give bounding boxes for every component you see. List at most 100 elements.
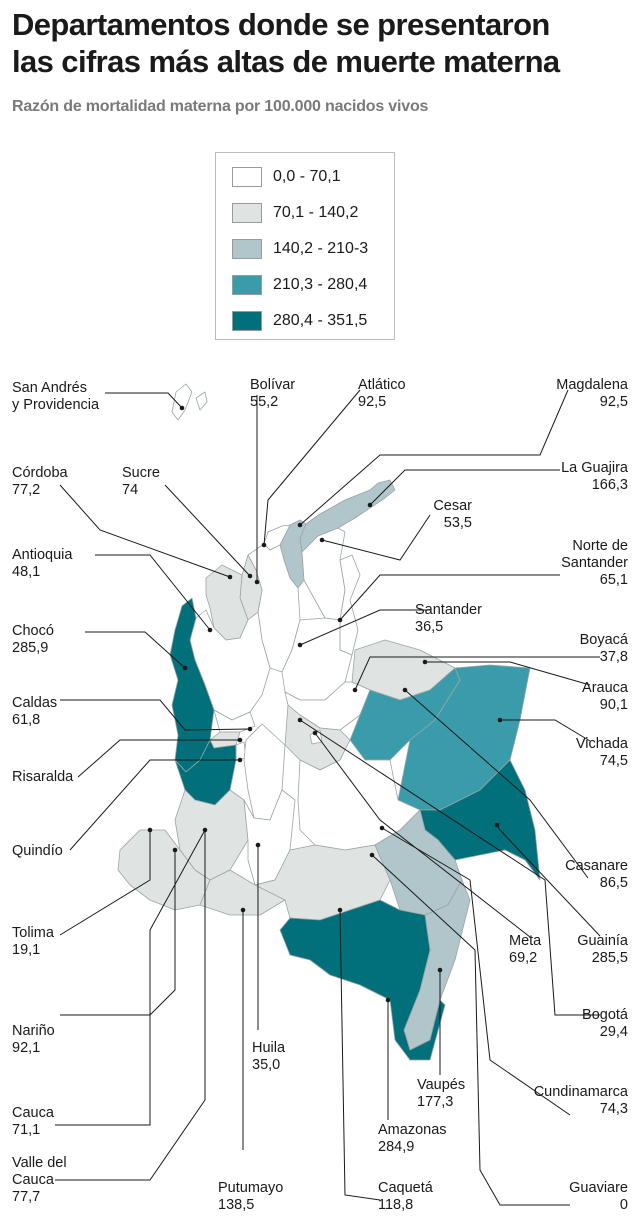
label-amazonas-value: 284,9 [378, 1139, 415, 1155]
leader-quindio [69, 759, 240, 851]
label-vichada-name: Vichada [575, 736, 628, 752]
dot-guainia [494, 822, 500, 828]
leader-cesar [321, 514, 431, 561]
legend-label-2: 70,1 - 140,2 [273, 204, 359, 221]
label-casanare: Casanare 86,5 [565, 858, 628, 892]
leader-bogota [299, 719, 600, 1016]
dot-vaupes [437, 967, 443, 973]
leader-cauca [55, 829, 206, 1126]
label-cesar-value: 53,5 [443, 515, 472, 531]
leader-guaviare [371, 854, 570, 1206]
label-quindio: Quindío [12, 843, 63, 860]
label-norte-santander: Norte de Santander 65,1 [561, 538, 628, 589]
label-san-andres-name-1: San Andrés [12, 380, 87, 396]
dot-caqueta [337, 907, 343, 913]
label-vichada: Vichada 74,5 [576, 736, 628, 770]
label-bogota: Bogotá 29,4 [582, 1007, 628, 1041]
label-sucre-name: Sucre [122, 465, 160, 481]
legend-swatch-1 [232, 167, 262, 187]
label-guainia: Guainía 285,5 [577, 933, 628, 967]
label-cordoba-value: 77,2 [12, 482, 41, 498]
label-putumayo-name: Putumayo [218, 1180, 284, 1196]
label-atlantico: Atlático 92,5 [358, 377, 406, 411]
dot-cordoba [227, 574, 233, 580]
region-amazonas [279, 899, 446, 1061]
label-caqueta-value: 118,8 [378, 1197, 414, 1213]
label-vaupes: Vaupés 177,3 [417, 1077, 465, 1111]
leader-la-guajira [369, 469, 560, 506]
label-cauca-name: Cauca [12, 1105, 54, 1121]
dot-boyaca [352, 687, 358, 693]
dot-arauca [422, 659, 428, 665]
leader-valle [55, 830, 206, 1181]
label-bolivar-name: Bolívar [250, 377, 296, 393]
label-valle: Valle del Cauca 77,7 [12, 1155, 67, 1206]
legend-label-1: 0,0 - 70,1 [273, 168, 341, 185]
dot-la-guajira [367, 502, 373, 508]
label-tolima: Tolima 19,1 [12, 925, 54, 959]
leader-vichada [500, 719, 591, 742]
legend-label-5: 280,4 - 351,5 [273, 312, 368, 329]
label-cundinamarca-name: Cundinamarca [533, 1084, 628, 1100]
label-narino-name: Nariño [12, 1023, 55, 1039]
label-antioquia-name: Antioquia [12, 547, 73, 563]
label-santander-name: Santander [415, 602, 482, 618]
label-valle-name-1: Valle del [12, 1155, 67, 1171]
region-providencia [195, 391, 208, 411]
label-guainia-value: 285,5 [591, 950, 628, 966]
dot-tolima [147, 827, 153, 833]
region-cauca [174, 789, 249, 881]
legend-swatch-2 [232, 203, 262, 223]
label-antioquia: Antioquia 48,1 [12, 547, 72, 581]
label-santander: Santander 36,5 [415, 602, 482, 636]
label-magdalena: Magdalena 92,5 [556, 377, 628, 411]
label-meta-name: Meta [509, 933, 542, 949]
leader-santander [299, 609, 430, 646]
dot-atlantico [261, 542, 267, 548]
label-la-guajira-name: La Guajira [561, 460, 628, 476]
label-tolima-name: Tolima [12, 925, 54, 941]
label-norte-santander-name-1: Norte de [572, 538, 628, 554]
label-guainia-name: Guainía [577, 933, 628, 949]
label-putumayo: Putumayo 138,5 [218, 1180, 283, 1214]
label-choco-name: Chocó [12, 623, 54, 639]
dot-antioquia [207, 627, 213, 633]
dot-narino [172, 847, 178, 853]
label-tolima-value: 19,1 [12, 942, 41, 958]
label-cundinamarca: Cundinamarca 74,3 [534, 1084, 628, 1118]
dot-san-andres [179, 405, 185, 411]
label-putumayo-value: 138,5 [218, 1197, 255, 1213]
legend-label-3: 140,2 - 210-3 [273, 240, 369, 257]
label-san-andres: San Andrés y Providencia [12, 380, 99, 414]
dot-putumayo [240, 907, 246, 913]
label-meta: Meta 69,2 [509, 933, 541, 967]
leader-arauca [425, 661, 591, 686]
label-guaviare-name: Guaviare [569, 1180, 628, 1196]
region-san-andres [171, 383, 193, 421]
leader-casanare [404, 689, 589, 879]
leader-risaralda [77, 739, 240, 778]
leader-san-andres [105, 392, 183, 409]
label-valle-name-2: Cauca [12, 1172, 54, 1188]
title-line-1: Departamentos donde se presentaron [12, 7, 550, 42]
label-magdalena-value: 92,5 [599, 394, 628, 410]
label-cauca-value: 71,1 [12, 1122, 41, 1138]
label-casanare-value: 86,5 [599, 875, 628, 891]
legend-swatch-5 [232, 311, 262, 331]
map-subtitle: Razón de mortalidad materna por 100.000 … [12, 98, 429, 115]
dot-caldas [247, 726, 253, 732]
leader-narino [60, 850, 176, 1016]
label-atlantico-value: 92,5 [358, 394, 387, 410]
dot-choco [182, 665, 188, 671]
label-cesar-name: Cesar [433, 498, 472, 514]
label-huila-name: Huila [252, 1040, 286, 1056]
label-caldas: Caldas 61,8 [12, 695, 57, 729]
dot-magdalena [297, 522, 303, 528]
label-choco-value: 285,9 [12, 640, 49, 656]
label-huila-value: 35,0 [252, 1057, 281, 1073]
label-arauca-value: 90,1 [599, 697, 628, 713]
label-caldas-name: Caldas [12, 695, 58, 711]
leader-norte-santander [339, 574, 560, 621]
dot-risaralda [237, 737, 243, 743]
